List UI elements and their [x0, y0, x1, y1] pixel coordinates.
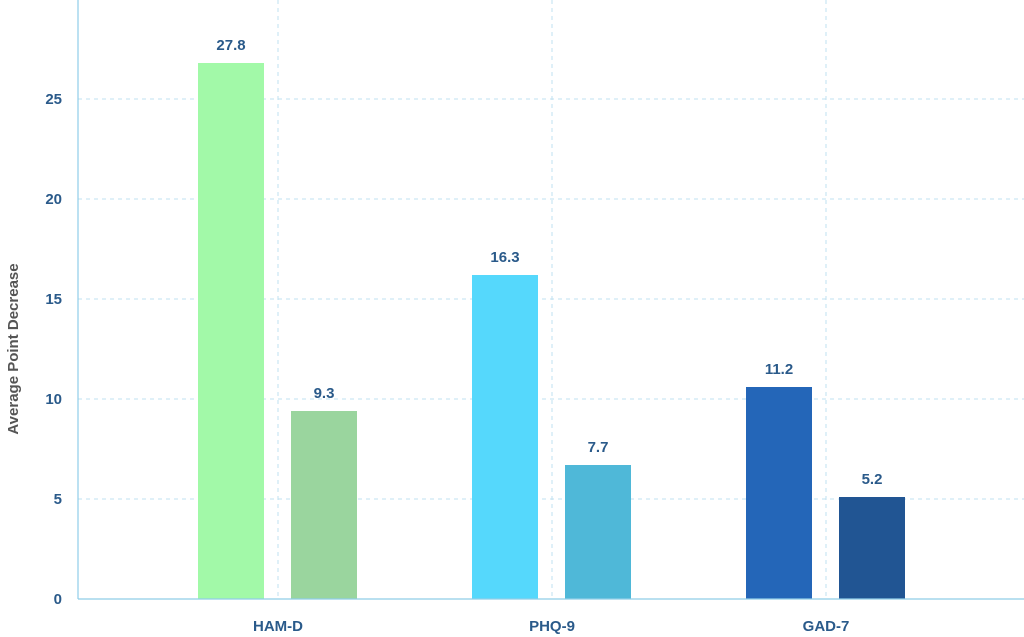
y-tick-label: 15 — [45, 291, 62, 308]
y-axis-title: Average Point Decrease — [5, 263, 22, 434]
x-category-label: GAD-7 — [803, 618, 850, 635]
y-tick-label: 20 — [45, 191, 62, 208]
x-category-label: PHQ-9 — [529, 618, 575, 635]
bar-ham-d-1 — [198, 63, 264, 599]
bar-value-label: 16.3 — [490, 249, 519, 266]
bar-gad-7-2 — [839, 497, 905, 599]
y-tick-label: 5 — [54, 491, 62, 508]
axis-layer: 0 5 10 15 20 25 HAM-D PHQ-9 GAD-7 — [45, 0, 1024, 635]
bar-value-label: 5.2 — [862, 471, 883, 488]
bar-phq-9-1 — [472, 275, 538, 599]
y-tick-label: 10 — [45, 391, 62, 408]
bar-value-label: 11.2 — [765, 361, 793, 378]
bar-ham-d-2 — [291, 411, 357, 599]
bar-layer: 27.8 9.3 16.3 7.7 11.2 5.2 — [198, 37, 905, 599]
bar-value-label: 7.7 — [588, 439, 609, 456]
bar-phq-9-2 — [565, 465, 631, 599]
bar-value-label: 9.3 — [314, 385, 335, 402]
y-tick-label: 0 — [54, 591, 62, 608]
grid-layer — [78, 0, 1024, 599]
bar-value-label: 27.8 — [216, 37, 245, 54]
y-tick-label: 25 — [45, 91, 62, 108]
x-category-label: HAM-D — [253, 618, 303, 635]
bar-gad-7-1 — [746, 387, 812, 599]
